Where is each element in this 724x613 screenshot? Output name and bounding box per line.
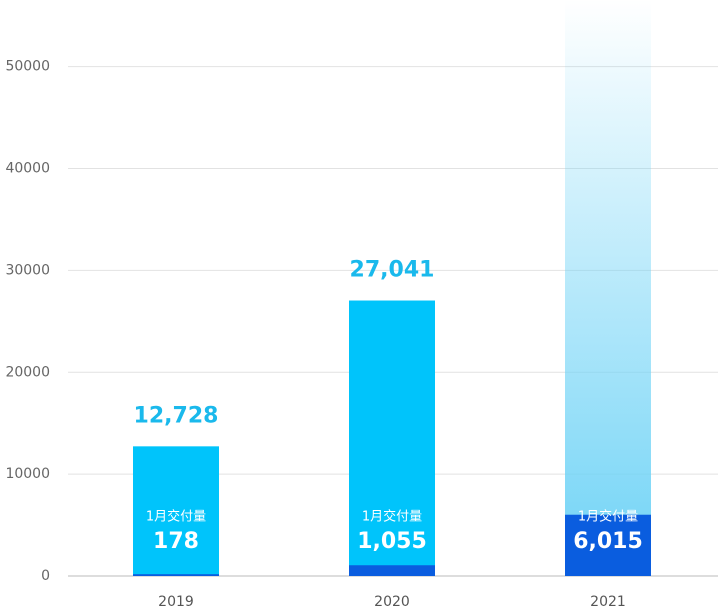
x-tick-label: 2019 <box>158 594 194 610</box>
highlight-column <box>565 0 651 576</box>
total-label: 27,041 <box>350 258 435 283</box>
series-name: 1月交付量 <box>362 509 422 525</box>
value-label: 1,055 <box>357 529 427 554</box>
y-tick-label: 10000 <box>5 466 50 482</box>
bar <box>349 565 435 576</box>
x-tick-label: 2020 <box>374 594 410 610</box>
series-name: 1月交付量 <box>578 509 638 525</box>
y-tick-label: 50000 <box>5 59 50 75</box>
bar <box>133 446 219 576</box>
x-tick-label: 2021 <box>590 594 626 610</box>
series-name: 1月交付量 <box>146 509 206 525</box>
y-tick-label: 0 <box>41 568 50 584</box>
total-label: 12,728 <box>134 403 219 428</box>
bar <box>133 574 219 576</box>
y-tick-label: 30000 <box>5 262 50 278</box>
value-label: 6,015 <box>573 529 643 554</box>
y-tick-label: 40000 <box>5 161 50 177</box>
bar <box>565 514 651 576</box>
value-label: 178 <box>153 529 199 554</box>
y-tick-label: 20000 <box>5 364 50 380</box>
bar <box>349 300 435 576</box>
